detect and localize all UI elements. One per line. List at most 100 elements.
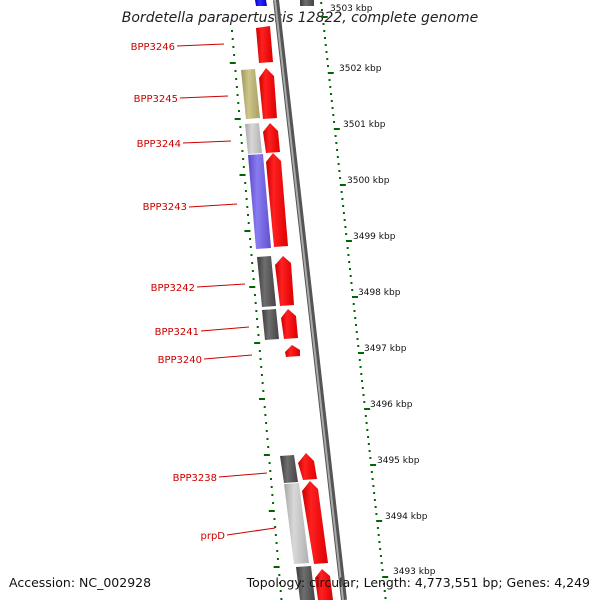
inner-tick-dot (249, 238, 252, 240)
inner-tick-dot (232, 46, 235, 48)
inner-tick-dot (245, 198, 248, 200)
inner-tick-dot (269, 470, 272, 472)
outer-tick-dot (345, 240, 352, 242)
inner-tick-dot (266, 438, 269, 440)
inner-tick-dot (244, 182, 247, 184)
gene-arrow-bpp3240 (285, 345, 300, 357)
inner-tick-dot (235, 86, 238, 88)
gene-arrow-bpp3242 (275, 256, 294, 306)
gene-arrow-bpp3241 (281, 309, 298, 339)
inner-tick-dot (240, 142, 243, 144)
outer-tick-dot (331, 107, 334, 109)
outer-tick-dot (326, 58, 329, 60)
outer-tick-dot (346, 247, 349, 249)
inner-tick-dot (252, 278, 255, 280)
outer-tick-dot (367, 443, 370, 445)
kbp-label-3499: 3499 kbp (353, 232, 396, 242)
inner-tick-dot (231, 30, 233, 32)
outer-tick-dot (347, 254, 350, 256)
outer-tick-dot (320, 9, 323, 11)
gene-block-bpp3238 (280, 455, 298, 483)
leader-bpp3240 (203, 354, 253, 360)
outer-tick-dot (354, 324, 357, 326)
outer-tick-dot (333, 128, 340, 130)
outer-tick-dot (344, 226, 347, 228)
outer-tick-dot (345, 233, 348, 235)
gene-block-bpp3245 (241, 69, 260, 119)
inner-tick-dot (254, 302, 257, 304)
gene-block-bpp3241 (262, 309, 279, 340)
inner-tick-dot (259, 358, 262, 360)
leader-bpp3238 (218, 472, 268, 478)
inner-tick-dot (254, 342, 261, 344)
kbp-label-3496: 3496 kbp (370, 400, 413, 410)
leader-bpp3241 (200, 326, 250, 332)
inner-tick-dot (244, 190, 247, 192)
outer-tick-dot (366, 429, 369, 431)
inner-tick-dot (258, 350, 261, 352)
inner-tick-dot (239, 126, 242, 128)
outer-tick-dot (354, 317, 357, 319)
gene-label-bpp3240: BPP3240 (158, 355, 202, 366)
outer-tick-dot (320, 2, 323, 4)
accession-text: Accession: NC_002928 (9, 575, 152, 590)
inner-tick-dot (237, 110, 240, 112)
outer-tick-dot (382, 576, 389, 578)
gene-label-bpp3241: BPP3241 (155, 327, 199, 338)
forward-strand-genes (255, 0, 333, 600)
outer-tick-dot (330, 100, 333, 102)
gene-block-bpp3242 (257, 256, 276, 307)
outer-tick-dot (351, 289, 354, 291)
outer-tick-dot (360, 373, 363, 375)
outer-tick-dot (338, 170, 341, 172)
gene-arrow-prpd (302, 481, 328, 564)
inner-tick-dot (234, 118, 241, 120)
leader-prpd (226, 527, 276, 536)
outer-tick-dot (381, 569, 384, 571)
outer-tick-dot (384, 597, 387, 599)
gene-block-bpp3243 (248, 154, 271, 249)
gene-arrow-bpp3246 (256, 26, 273, 63)
outer-tick-dot (375, 513, 378, 515)
inner-tick-dot (255, 310, 258, 312)
outer-tick-dot (379, 548, 382, 550)
outer-tick-dot (349, 275, 352, 277)
map-title: Bordetella parapertussis 12822, complete… (121, 10, 479, 26)
outer-tick-dot (350, 282, 353, 284)
gene-block-bottom (296, 566, 315, 600)
leader-bpp3244 (182, 140, 232, 144)
kbp-label-3493: 3493 kbp (393, 567, 436, 577)
gene-block-bpp3244 (245, 123, 262, 154)
outer-tick-dot (368, 450, 371, 452)
gene-arrow-bpp3238 (298, 453, 317, 480)
outer-tick-dot (371, 478, 374, 480)
inner-tick-dot (260, 374, 263, 376)
inner-tick-dot (264, 414, 267, 416)
inner-tick-dot (261, 382, 264, 384)
outer-tick-dot (363, 401, 366, 403)
outer-tick-dot (382, 583, 385, 585)
inner-tick-dot (234, 70, 237, 72)
inner-tick-dot (256, 326, 259, 328)
inner-tick-dot (269, 478, 272, 480)
outer-tick-dot (364, 408, 371, 410)
inner-tick-dot (233, 54, 236, 56)
gene-label-prpd: prpD (200, 531, 225, 542)
inner-tick-dot (270, 486, 273, 488)
outer-tick-dot (359, 366, 362, 368)
inner-tick-dot (240, 134, 243, 136)
outer-tick-dot (364, 415, 367, 417)
tick-dots (229, 2, 389, 600)
outer-tick-dot (358, 359, 361, 361)
inner-tick-dot (246, 206, 249, 208)
outer-tick-dot (367, 436, 370, 438)
inner-tick-dot (272, 502, 275, 504)
kbp-labels: 3503 kbp 3502 kbp 3501 kbp 3500 kbp 3499… (330, 4, 436, 577)
inner-tick-dot (268, 462, 271, 464)
outer-tick-dot (373, 492, 376, 494)
inner-tick-dot (273, 518, 276, 520)
kbp-label-3494: 3494 kbp (385, 512, 428, 522)
gene-block-prpd (284, 483, 309, 564)
outer-tick-dot (322, 23, 325, 25)
